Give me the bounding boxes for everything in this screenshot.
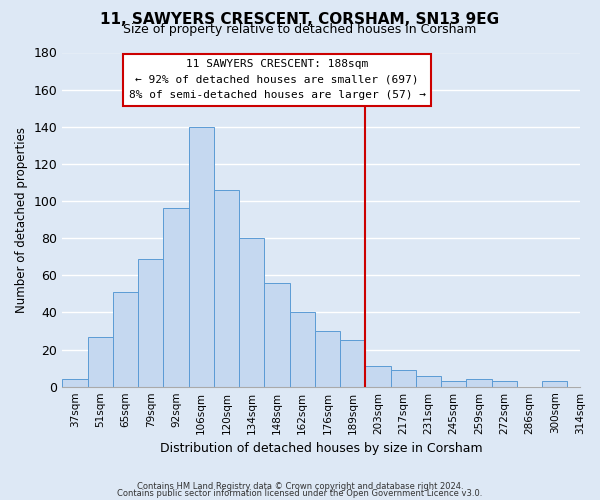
Bar bbox=[466, 380, 491, 386]
Bar bbox=[113, 292, 138, 386]
Bar bbox=[88, 336, 113, 386]
Bar bbox=[441, 381, 466, 386]
Bar bbox=[416, 376, 441, 386]
Bar bbox=[340, 340, 365, 386]
Bar bbox=[491, 381, 517, 386]
Bar bbox=[239, 238, 265, 386]
Text: 11, SAWYERS CRESCENT, CORSHAM, SN13 9EG: 11, SAWYERS CRESCENT, CORSHAM, SN13 9EG bbox=[100, 12, 500, 26]
Bar bbox=[365, 366, 391, 386]
Bar bbox=[138, 258, 163, 386]
Bar bbox=[214, 190, 239, 386]
Bar bbox=[188, 127, 214, 386]
Bar bbox=[290, 312, 315, 386]
Text: Contains public sector information licensed under the Open Government Licence v3: Contains public sector information licen… bbox=[118, 489, 482, 498]
Text: Contains HM Land Registry data © Crown copyright and database right 2024.: Contains HM Land Registry data © Crown c… bbox=[137, 482, 463, 491]
Bar bbox=[163, 208, 188, 386]
Bar bbox=[391, 370, 416, 386]
Bar bbox=[265, 282, 290, 387]
Bar bbox=[315, 331, 340, 386]
Y-axis label: Number of detached properties: Number of detached properties bbox=[15, 126, 28, 312]
Bar bbox=[542, 381, 568, 386]
Bar bbox=[62, 380, 88, 386]
X-axis label: Distribution of detached houses by size in Corsham: Distribution of detached houses by size … bbox=[160, 442, 482, 455]
Text: Size of property relative to detached houses in Corsham: Size of property relative to detached ho… bbox=[124, 22, 476, 36]
Text: 11 SAWYERS CRESCENT: 188sqm
← 92% of detached houses are smaller (697)
8% of sem: 11 SAWYERS CRESCENT: 188sqm ← 92% of det… bbox=[128, 59, 425, 100]
